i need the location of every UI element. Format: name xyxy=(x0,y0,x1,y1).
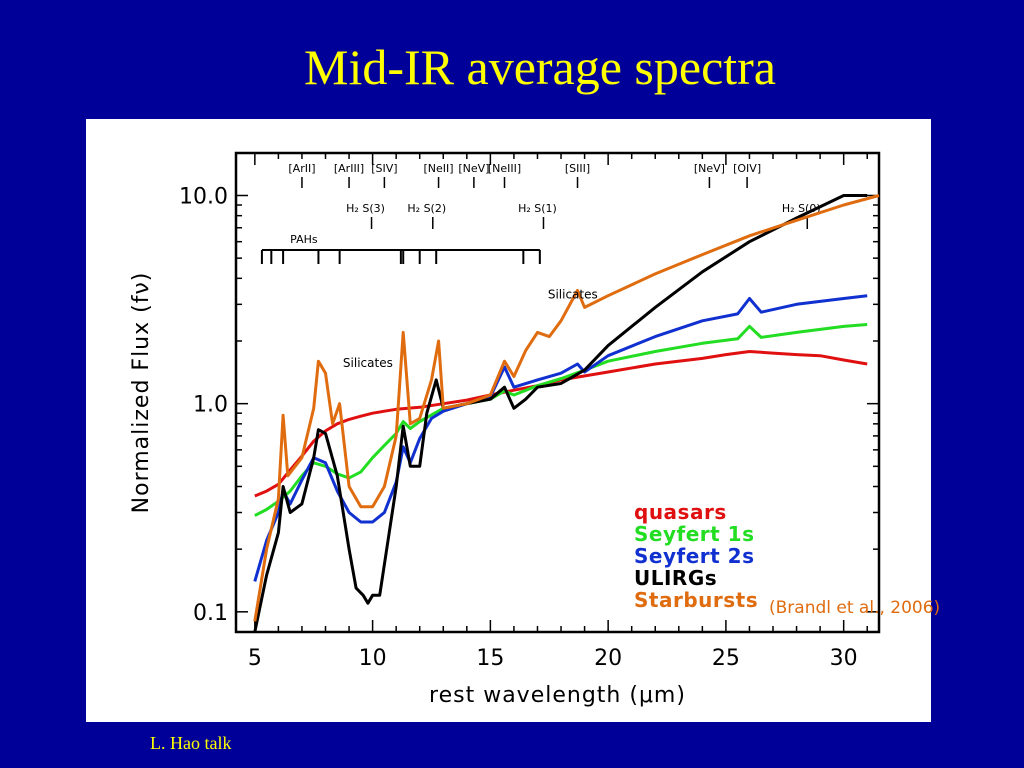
pah-label: PAHs xyxy=(290,233,318,246)
x-axis-label: rest wavelength (μm) xyxy=(429,683,686,708)
legend-entry: Seyfert 2s xyxy=(634,544,754,568)
legend-entry: Seyfert 1s xyxy=(634,522,754,546)
y-axis-label: Normalized Flux (fν) xyxy=(129,272,154,514)
y-tick-label: 10.0 xyxy=(179,184,228,209)
h2-marker-label: H₂ S(2) xyxy=(407,202,446,215)
x-tick-label: 5 xyxy=(248,646,262,671)
x-tick-label: 30 xyxy=(830,646,858,671)
legend-entry: ULIRGs xyxy=(634,566,717,590)
slide-title: Mid-IR average spectra xyxy=(304,39,776,95)
x-tick-label: 15 xyxy=(476,646,504,671)
figure-panel: 5 10 15 20 25 30 0.1 1.0 10.0 rest wavelength (μm… xyxy=(86,119,931,722)
line-marker-label: [NeII] xyxy=(424,162,454,175)
silicates-annotation: Silicates xyxy=(343,356,393,370)
x-tick-label: 25 xyxy=(712,646,740,671)
silicates-annotation: Silicates xyxy=(548,288,598,302)
legend-entry: Starbursts xyxy=(634,588,758,612)
line-marker-label: [NeIII] xyxy=(488,162,521,175)
plot-frame xyxy=(234,151,881,634)
y-tick-label: 0.1 xyxy=(193,601,228,626)
h2-marker-label: H₂ S(3) xyxy=(346,202,385,215)
line-marker-label: [ArII] xyxy=(288,162,315,175)
series-line-ulirgs xyxy=(253,194,868,633)
h2-marker-label: H₂ S(1) xyxy=(518,202,557,215)
footer-credit: L. Hao talk xyxy=(150,733,232,753)
spectra-chart: 5 10 15 20 25 30 0.1 1.0 10.0 rest wavelength (μm… xyxy=(129,151,881,708)
series-line-starbursts xyxy=(253,194,880,622)
line-marker-label: [OIV] xyxy=(733,162,761,175)
y-tick-label: 1.0 xyxy=(193,393,228,418)
line-marker-label: [SIII] xyxy=(565,162,590,175)
x-tick-label: 20 xyxy=(594,646,622,671)
line-marker-label: [SIV] xyxy=(371,162,397,175)
legend-entry: quasars xyxy=(634,500,727,524)
line-marker-label: [ArIII] xyxy=(334,162,364,175)
citation: (Brandl et al., 2006) xyxy=(769,598,941,618)
line-marker-label: [NeV] xyxy=(694,162,725,175)
line-marker-label: [NeV] xyxy=(458,162,489,175)
x-tick-label: 10 xyxy=(359,646,387,671)
